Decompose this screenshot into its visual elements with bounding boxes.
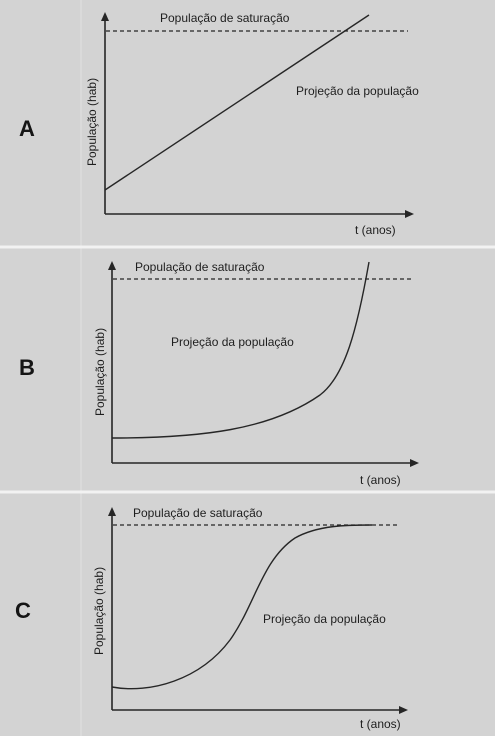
y-axis-arrow — [108, 261, 116, 270]
x-axis-label: t (anos) — [355, 223, 396, 237]
x-axis-label: t (anos) — [360, 717, 401, 731]
saturation-label: População de saturação — [160, 11, 290, 25]
saturation-label: População de saturação — [133, 506, 263, 520]
panel-b: B População de saturação Projeção da pop… — [19, 260, 419, 487]
projection-label: Projeção da população — [171, 335, 294, 349]
saturation-label: População de saturação — [135, 260, 265, 274]
x-axis-arrow — [410, 459, 419, 467]
y-axis-arrow — [101, 12, 109, 21]
panel-a: A População de saturação Projeção da pop… — [19, 11, 419, 237]
y-axis-label: População (hab) — [85, 78, 99, 166]
x-axis-arrow — [399, 706, 408, 714]
x-axis-label: t (anos) — [360, 473, 401, 487]
projection-label: Projeção da população — [263, 612, 386, 626]
panel-letter: B — [19, 355, 35, 380]
y-axis-label: População (hab) — [93, 328, 107, 416]
y-axis-label: População (hab) — [92, 567, 106, 655]
projection-curve — [111, 524, 373, 690]
projection-curve — [111, 261, 370, 439]
x-axis-arrow — [405, 210, 414, 218]
panel-c: C População de saturação Projeção da pop… — [15, 506, 408, 731]
panel-letter: C — [15, 598, 31, 623]
projection-label: Projeção da população — [296, 84, 419, 98]
y-axis-arrow — [108, 507, 116, 516]
projection-curve — [104, 14, 370, 191]
panel-letter: A — [19, 116, 35, 141]
